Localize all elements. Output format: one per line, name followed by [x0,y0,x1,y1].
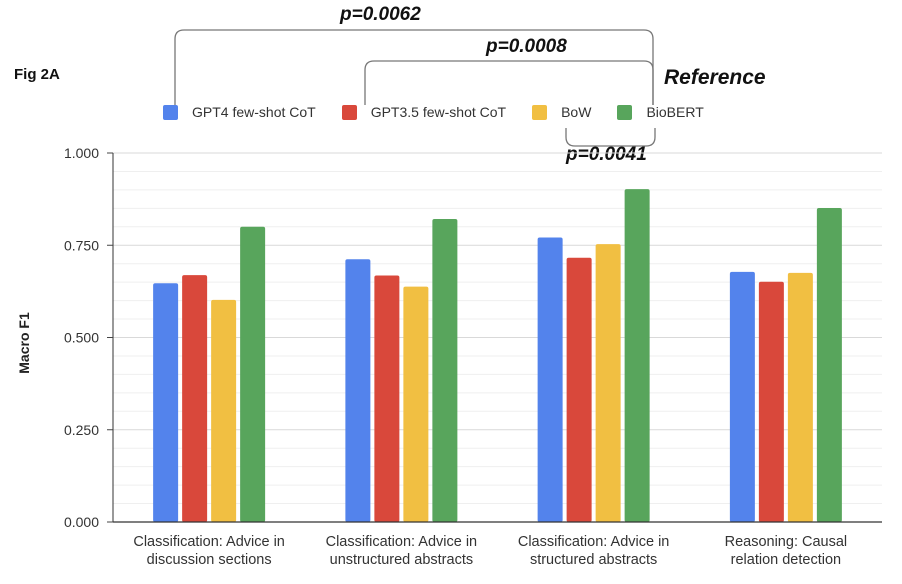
legend-swatch-gpt4 [163,104,178,120]
legend-swatch-bow [532,104,548,120]
legend-item-gpt35: GPT3.5 few-shot CoT [341,104,507,120]
x-tick-label: Reasoning: Causal relation detection [725,534,848,568]
reference-label: Reference [664,66,766,89]
legend-item-gpt4: GPT4 few-shot CoT [163,104,316,120]
bars [153,189,842,523]
bar-gpt4-few-shot-cot-1 [153,283,179,522]
bar-bow-2 [403,286,429,522]
p-value-gpt35-vs-biobert: p=0.0008 [486,36,567,57]
y-tick-label: 0.500 [64,330,99,346]
bar-gpt4-few-shot-cot-4 [729,271,755,522]
legend-label-biobert: BioBERT [646,104,704,120]
bar-gpt4-few-shot-cot-2 [345,259,371,522]
y-tick-label: 1.000 [64,145,99,161]
x-tick-label: Classification: Advice in discussion sect… [133,534,285,568]
figure-label: Fig 2A [14,66,60,83]
bar-bow-1 [211,299,237,522]
legend-label-bow: BoW [561,104,592,120]
legend-label-gpt35: GPT3.5 few-shot CoT [370,104,507,120]
bracket-bow-vs-biobert [565,128,656,147]
bar-bow-4 [787,272,813,522]
y-tick-label: 0.250 [64,422,99,438]
legend-swatch-gpt35 [341,104,357,120]
x-tick-label: Classification: Advice in structured abst… [518,534,670,568]
legend-item-biobert: BioBERT [617,104,704,120]
p-value-gpt4-vs-biobert: p=0.0062 [340,4,421,25]
bar-biobert-1 [240,226,266,523]
bar-gpt3-5-few-shot-cot-3 [566,257,592,522]
y-tick-labels: 0.000 0.250 0.500 0.750 1.000 [64,145,113,530]
bar-biobert-4 [816,207,842,522]
bar-gpt3-5-few-shot-cot-1 [182,275,208,522]
legend-item-bow: BoW [532,104,591,120]
bar-gpt3-5-few-shot-cot-2 [374,275,400,522]
bracket-gpt4-vs-biobert [174,29,654,105]
x-tick-labels: Classification: Advice in discussion sect… [133,534,847,568]
significance-brackets [174,29,656,147]
legend-label-gpt4: GPT4 few-shot CoT [192,104,316,120]
legend-swatch-biobert [617,104,633,120]
x-tick-label: Classification: Advice in unstructured ab… [326,534,478,568]
chart-legend: GPT4 few-shot CoT GPT3.5 few-shot CoT Bo… [163,104,730,120]
p-value-bow-vs-biobert: p=0.0041 [566,144,647,165]
bar-gpt3-5-few-shot-cot-4 [758,281,784,522]
y-tick-label: 0.750 [64,237,99,253]
bar-biobert-2 [432,219,458,522]
bracket-gpt35-vs-biobert [364,60,654,105]
y-tick-label: 0.000 [64,514,99,530]
bar-bow-3 [595,244,621,522]
bar-gpt4-few-shot-cot-3 [537,237,563,522]
bar-biobert-3 [624,189,650,523]
